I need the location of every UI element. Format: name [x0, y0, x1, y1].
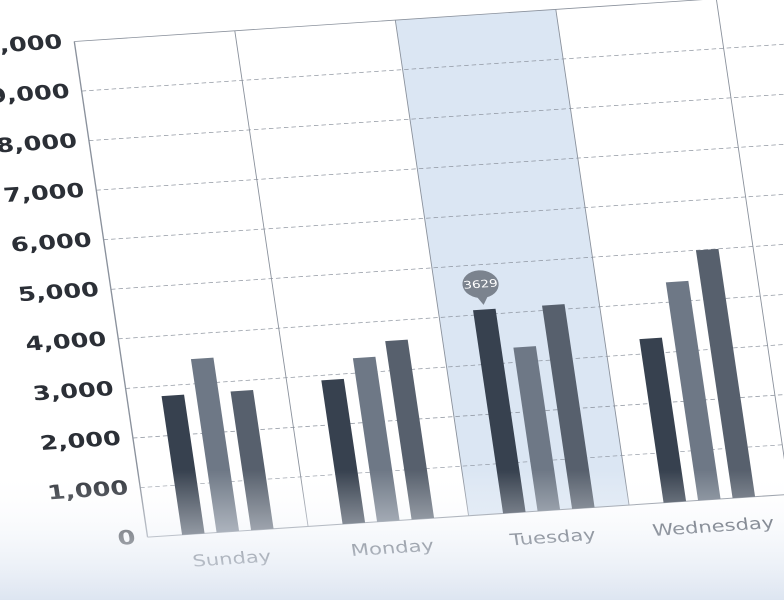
y-tick-label: 3,000 — [31, 378, 115, 406]
gridline — [103, 185, 784, 241]
plot-top-border — [74, 0, 784, 42]
column-separator — [555, 9, 630, 506]
column-separator — [394, 20, 470, 516]
bottom-fade — [0, 470, 784, 600]
bar — [639, 337, 687, 503]
y-tick-label: 10,000 — [0, 31, 64, 60]
gridline — [88, 86, 784, 141]
y-tick-label: 7,000 — [2, 180, 86, 208]
y-tick-label: 5,000 — [17, 279, 101, 307]
bar — [473, 308, 526, 514]
y-tick-label: 6,000 — [9, 229, 93, 257]
y-tick-label: 8,000 — [0, 130, 79, 158]
column-separator — [234, 30, 309, 527]
bar — [542, 304, 595, 509]
column-separator — [715, 0, 784, 495]
tooltip-layer: 3629 — [462, 270, 499, 305]
y-tick-label: 9,000 — [0, 80, 71, 108]
y-tick-label: 2,000 — [39, 427, 123, 455]
tooltip-value: 3629 — [462, 277, 498, 291]
bar — [665, 280, 721, 501]
tooltip-bubble — [462, 270, 499, 299]
gridline — [110, 235, 784, 290]
y-axis-line — [73, 41, 149, 538]
y-tick-label: 4,000 — [24, 328, 108, 356]
gridline — [118, 285, 784, 340]
bar — [695, 248, 756, 499]
bar — [513, 346, 561, 512]
gridline — [81, 37, 784, 92]
gridline — [96, 136, 784, 191]
